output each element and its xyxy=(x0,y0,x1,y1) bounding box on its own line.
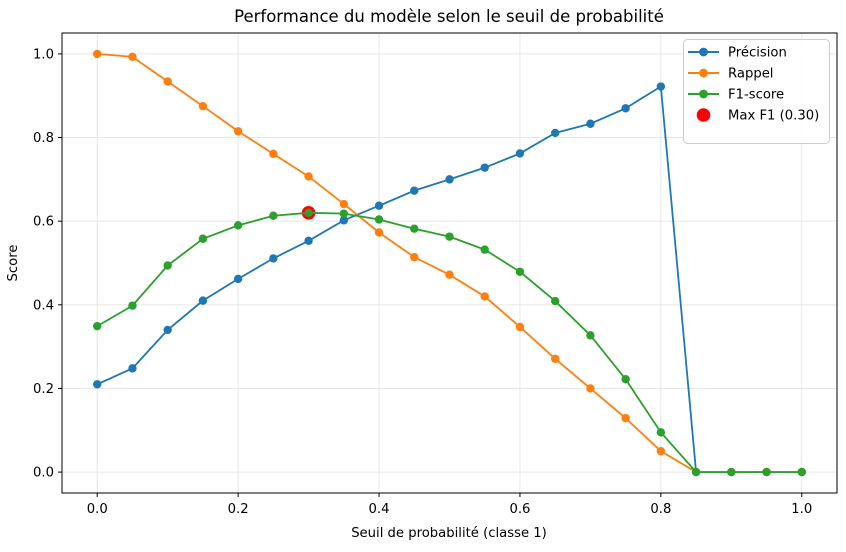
data-point xyxy=(339,216,349,225)
data-point xyxy=(198,101,208,111)
data-point xyxy=(304,172,313,181)
data-point xyxy=(515,149,525,158)
data-point xyxy=(93,49,102,59)
data-point xyxy=(410,186,419,195)
series-line-Précision xyxy=(96,84,802,473)
data-point xyxy=(480,163,489,172)
x-tick-label: 1.0 xyxy=(791,502,812,517)
x-tick-label: 0.8 xyxy=(650,502,671,517)
data-point xyxy=(586,331,595,340)
legend-label: F1-score xyxy=(728,88,784,103)
data-point xyxy=(550,296,560,306)
legend-box xyxy=(683,39,830,144)
data-point xyxy=(762,467,771,477)
legend-marker xyxy=(699,47,708,57)
data-point xyxy=(480,245,489,254)
x-tick-label: 0.0 xyxy=(87,502,108,517)
data-point xyxy=(445,232,454,241)
data-point xyxy=(656,428,666,437)
data-point xyxy=(163,325,172,335)
data-point xyxy=(233,274,243,284)
y-tick-label: 0.6 xyxy=(33,215,54,230)
data-point xyxy=(269,149,278,159)
data-point xyxy=(128,52,137,62)
plot-border xyxy=(61,32,838,494)
y-tick-label: 0.8 xyxy=(33,131,54,146)
data-point xyxy=(233,221,243,230)
data-point xyxy=(269,211,278,220)
data-point xyxy=(198,296,208,305)
data-point xyxy=(445,270,454,279)
x-tick-label: 0.6 xyxy=(509,502,530,517)
data-point xyxy=(374,215,384,224)
data-point xyxy=(163,77,172,86)
series xyxy=(93,49,806,477)
legend-marker xyxy=(699,68,708,78)
data-point xyxy=(339,209,349,218)
data-point xyxy=(304,208,313,218)
data-point xyxy=(410,252,419,262)
data-point xyxy=(128,301,137,310)
data-point xyxy=(691,467,701,477)
data-point xyxy=(163,261,172,270)
x-axis-label: Seuil de probabilité (classe 1) xyxy=(351,525,547,541)
data-point xyxy=(93,321,102,331)
data-point xyxy=(374,228,384,237)
data-point xyxy=(515,267,525,276)
legend-label: Rappel xyxy=(728,67,773,82)
series-line-F1-score xyxy=(96,211,802,473)
data-point xyxy=(797,467,806,477)
data-point xyxy=(656,82,666,91)
data-point xyxy=(93,380,102,389)
legend: Précision Rappel F1-score Max F1 (0.30) xyxy=(683,39,830,144)
data-point xyxy=(550,354,560,363)
data-point xyxy=(550,128,560,138)
data-point xyxy=(445,175,454,184)
data-point xyxy=(656,446,666,456)
data-point xyxy=(374,201,384,210)
data-point xyxy=(198,234,208,243)
x-tick-label: 0.4 xyxy=(369,502,390,517)
x-tick-label: 0.2 xyxy=(228,502,249,517)
data-point xyxy=(128,364,137,373)
legend-marker xyxy=(699,89,708,99)
data-point xyxy=(304,236,313,246)
legend-label: Max F1 (0.30) xyxy=(728,109,819,124)
chart-title: Performance du modèle selon le seuil de … xyxy=(234,7,664,26)
legend-label: Précision xyxy=(728,45,787,61)
y-tick-label: 0.4 xyxy=(33,298,54,313)
data-point xyxy=(233,127,243,136)
data-point xyxy=(621,104,630,113)
legend-max-f1-marker xyxy=(696,108,711,122)
data-point xyxy=(586,119,595,128)
data-point xyxy=(269,254,278,263)
axes: 0.0 0.2 0.4 0.6 0.8 1.0 0.0 0.2 0.4 0.6 0.8 1.0 xyxy=(33,32,838,517)
data-point xyxy=(621,375,630,384)
data-point xyxy=(339,199,349,209)
y-tick-label: 1.0 xyxy=(33,47,54,62)
data-point xyxy=(586,384,595,393)
data-point xyxy=(480,292,489,301)
y-tick-label: 0.0 xyxy=(33,466,54,481)
y-axis-label: Score xyxy=(6,245,21,282)
data-point xyxy=(515,322,525,332)
data-point xyxy=(727,467,736,477)
data-point xyxy=(621,413,630,423)
y-tick-label: 0.2 xyxy=(33,382,54,397)
data-point xyxy=(410,224,419,233)
